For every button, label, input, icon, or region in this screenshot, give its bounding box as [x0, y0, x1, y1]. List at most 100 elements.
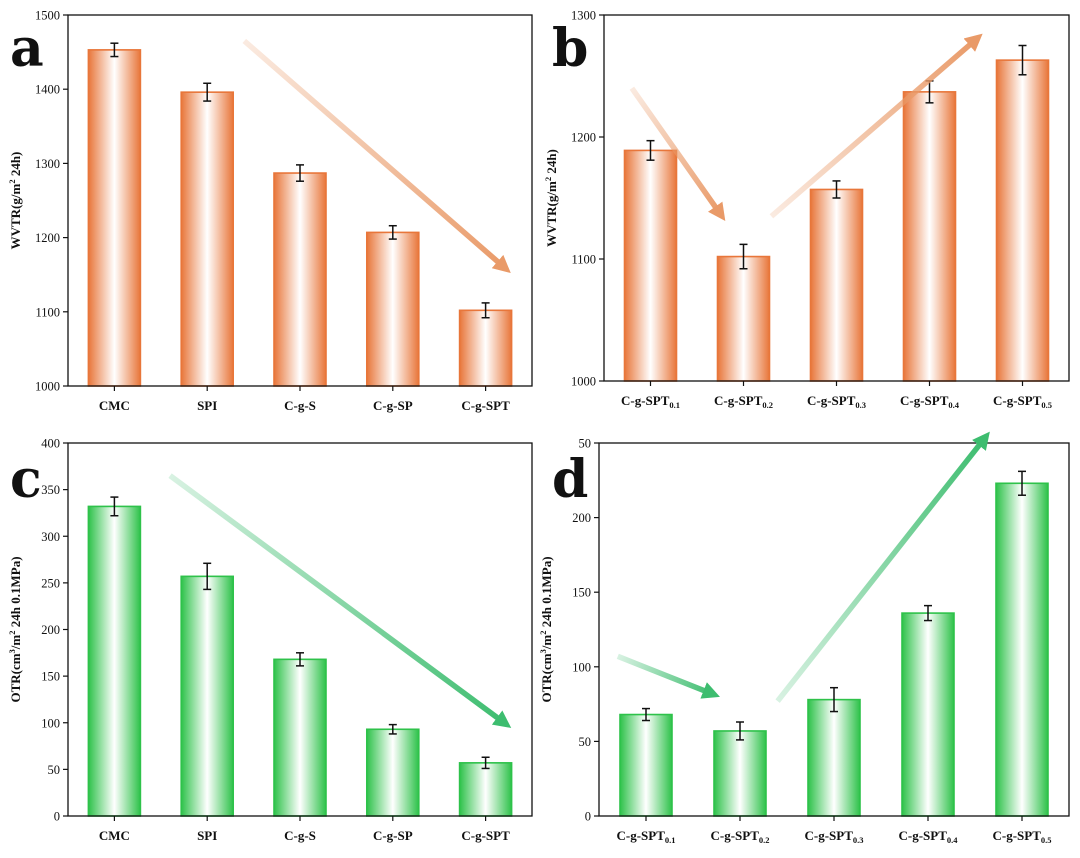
panel-c-otr-samples: c 0 50 100 150 200 250 300 350 400 CMC SPI C-g-S C-g-… [7, 437, 533, 843]
trend-arrow [629, 86, 726, 222]
error-bar [830, 686, 838, 713]
trend-arrow [616, 653, 720, 699]
y-tick-label: 1300 [35, 157, 60, 171]
y-tick-label: 150 [572, 586, 591, 600]
trend-arrow [242, 38, 511, 274]
error-bar [1018, 44, 1027, 76]
panel-letter: c [10, 449, 42, 510]
bar [273, 658, 327, 817]
x-tick-label: CMC [99, 398, 130, 413]
bar [716, 255, 771, 382]
error-bar [388, 723, 397, 735]
y-axis-label: WVTR(g/m2 24h) [7, 152, 23, 250]
x-tick-label: C-g-SPT0.2 [710, 828, 769, 845]
x-tick-label: C-g-SPT [461, 828, 510, 843]
y-tick-label: 50 [579, 437, 592, 451]
y-axis-label: OTR(cm3/m2 24h 0.1MPa) [7, 556, 23, 702]
x-tick-label: C-g-S [284, 828, 316, 843]
error-bar [646, 139, 655, 161]
bar [995, 482, 1049, 817]
bar [87, 505, 142, 817]
bar [458, 309, 513, 387]
error-bar [924, 604, 932, 622]
x-tick-label: C-g-SPT0.3 [807, 393, 866, 410]
y-tick-label: 200 [41, 623, 60, 637]
y-tick-label: 0 [54, 810, 60, 824]
y-tick-label: 50 [579, 735, 592, 749]
y-axis-label: OTR(cm3/m2 24h 0.1MPa) [538, 556, 554, 702]
bar [807, 698, 861, 817]
panel-letter: d [552, 449, 588, 510]
x-tick-label: C-g-SPT0.4 [898, 828, 958, 845]
error-bar [203, 562, 212, 591]
y-tick-label: 300 [41, 530, 60, 544]
trend-arrow [769, 33, 983, 219]
bar [902, 91, 957, 382]
error-bar [739, 243, 748, 270]
bar [365, 231, 420, 387]
trend-arrow [168, 473, 512, 728]
error-bar [110, 42, 119, 58]
panel-a-wvtr-samples: a 1000 1100 1200 1300 1400 1500 CMC SPI C-g-S C-g-… [7, 9, 533, 413]
y-tick-label: 150 [41, 670, 60, 684]
y-tick-label: 200 [572, 511, 591, 525]
y-tick-label: 1200 [35, 231, 60, 245]
y-tick-label: 350 [41, 483, 60, 497]
y-tick-label: 1500 [35, 9, 60, 23]
bar [713, 730, 767, 817]
x-tick-label: CMC [99, 828, 130, 843]
error-bar [832, 180, 841, 199]
y-tick-label: 100 [572, 660, 591, 674]
x-tick-label: C-g-SPT [461, 398, 510, 413]
x-tick-label: C-g-SP [373, 828, 413, 843]
error-bar [203, 82, 212, 102]
x-tick-label: C-g-SPT0.1 [621, 393, 680, 410]
bar [995, 59, 1050, 382]
x-tick-label: C-g-SPT0.5 [993, 393, 1052, 410]
y-tick-label: 250 [41, 576, 60, 590]
y-tick-label: 1100 [571, 253, 596, 267]
bar [273, 172, 327, 387]
bar [180, 575, 234, 817]
error-bar [296, 164, 304, 182]
error-bar [481, 756, 490, 770]
error-bar [642, 707, 650, 722]
panel-d-otr-concentration: d 0 50 100 150 200 50 C-g-SPT0.1 C-g-SPT0.2 C-g-S… [538, 431, 1070, 845]
y-tick-label: 0 [585, 810, 591, 824]
panel-letter: b [552, 18, 588, 79]
panel-letter: a [10, 18, 44, 79]
trend-arrow [775, 431, 990, 703]
y-tick-label: 1400 [35, 83, 60, 97]
x-tick-label: C-g-SP [373, 398, 413, 413]
y-tick-label: 100 [41, 716, 60, 730]
bar [365, 728, 420, 817]
bar [901, 612, 955, 817]
bar [619, 713, 673, 817]
bar [87, 49, 142, 387]
error-bar [481, 302, 490, 319]
error-bar [110, 496, 119, 517]
x-tick-label: C-g-SPT0.5 [992, 828, 1051, 845]
y-tick-label: 1200 [571, 131, 596, 145]
bar [180, 91, 234, 387]
y-tick-label: 50 [48, 763, 61, 777]
x-tick-label: SPI [197, 828, 217, 843]
error-bar [296, 652, 304, 667]
bar [623, 149, 678, 382]
panel-b-wvtr-concentration: b 1000 1100 1200 1300 C-g-SPT0.1 C-g-SPT0.2 C-g… [543, 9, 1070, 410]
y-tick-label: 1300 [571, 9, 596, 23]
x-tick-label: SPI [197, 398, 217, 413]
x-tick-label: C-g-SPT0.4 [900, 393, 960, 410]
error-bar [388, 224, 397, 240]
x-tick-label: C-g-S [284, 398, 316, 413]
x-tick-label: C-g-SPT0.3 [804, 828, 863, 845]
x-tick-label: C-g-SPT0.1 [616, 828, 675, 845]
y-tick-label: 1100 [35, 305, 60, 319]
y-axis-label: WVTR(g/m2 24h) [543, 149, 559, 247]
bar [809, 188, 864, 382]
y-tick-label: 400 [41, 437, 60, 451]
x-tick-label: C-g-SPT0.2 [714, 393, 773, 410]
error-bar [736, 721, 744, 741]
y-tick-label: 1000 [35, 380, 60, 394]
